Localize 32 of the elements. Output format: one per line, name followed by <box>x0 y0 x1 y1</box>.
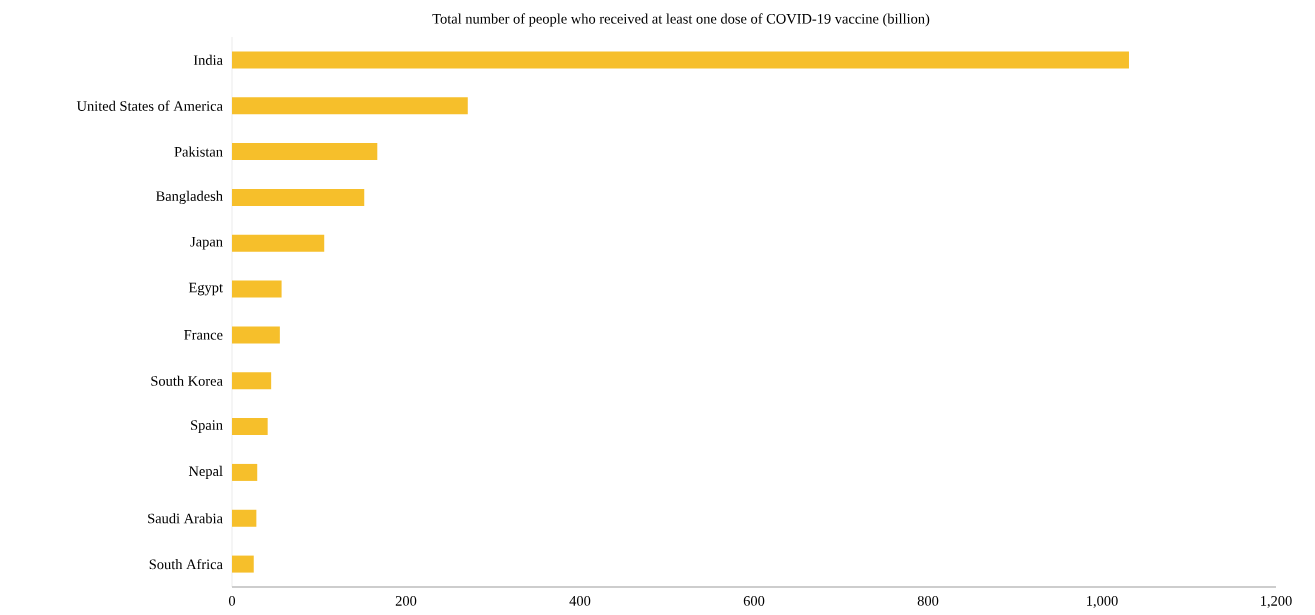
chart-title: Total number of people who received at least one dose of COVID-19 vaccine (billion) <box>432 13 930 27</box>
x-tick-label: 200 <box>395 596 417 606</box>
bar <box>232 463 258 481</box>
bar <box>232 372 272 390</box>
y-tick-label: Bangladesh <box>156 190 223 204</box>
bar <box>232 143 378 161</box>
y-tick-label: Japan <box>190 236 223 250</box>
bar <box>232 555 254 573</box>
bar <box>232 188 365 206</box>
x-tick-label: 600 <box>743 596 765 606</box>
x-tick-label: 0 <box>228 596 236 606</box>
bar <box>232 280 282 298</box>
y-tick-label: Spain <box>191 420 223 433</box>
x-tick-label: 1,000 <box>1087 596 1118 608</box>
bar <box>232 509 257 527</box>
bar <box>232 326 280 344</box>
y-tick-label: India <box>193 54 223 65</box>
y-tick-label: United States of America <box>76 100 223 111</box>
y-tick-label: South Africa <box>149 558 223 570</box>
y-tick-label: Saudi Arabia <box>148 513 223 524</box>
x-tick-label: 1,200 <box>1261 596 1292 608</box>
y-tick-label: Egypt <box>188 282 223 296</box>
bar <box>232 97 468 115</box>
bar <box>232 51 1129 69</box>
y-tick-label: Pakistan <box>174 146 223 157</box>
y-tick-label: South Korea <box>151 375 223 386</box>
x-tick-label: 400 <box>569 596 591 606</box>
bar <box>232 234 325 252</box>
y-tick-label: France <box>184 330 223 340</box>
x-tick-label: 800 <box>917 596 939 606</box>
bar <box>232 418 268 436</box>
y-tick-label: Nepal <box>188 465 223 479</box>
